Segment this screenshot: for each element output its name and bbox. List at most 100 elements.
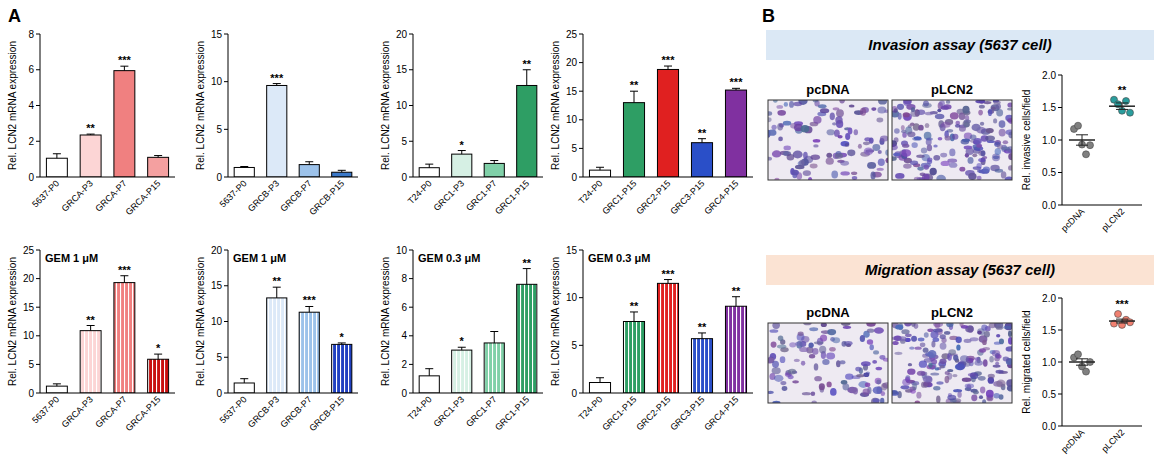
- cell: [788, 369, 796, 375]
- cell: [962, 106, 969, 114]
- error-line: [600, 378, 601, 383]
- y-label: Rel. LCN2 mRNA expression: [550, 257, 561, 386]
- error-cap: [1076, 134, 1088, 135]
- cell: [771, 342, 777, 348]
- cell: [914, 136, 921, 140]
- cell: [907, 369, 915, 375]
- cell: [1008, 153, 1012, 160]
- cell: [871, 107, 876, 111]
- panel-label: B: [762, 6, 775, 26]
- cell: [949, 149, 955, 157]
- y-tick: [224, 34, 228, 35]
- cell: [772, 323, 780, 329]
- error-bar: [490, 161, 498, 164]
- y-tick: [409, 141, 413, 142]
- error-bar: [490, 332, 498, 343]
- cell: [832, 337, 840, 343]
- bars: [419, 70, 537, 177]
- error-bar: [1116, 319, 1128, 323]
- cell: [950, 112, 959, 119]
- cell: [925, 123, 930, 128]
- y-tick-label: 10: [211, 316, 223, 327]
- micrograph-frame: [892, 323, 1012, 403]
- y-tick: [36, 69, 40, 70]
- bar: [657, 283, 678, 393]
- cell: [924, 332, 929, 337]
- y-tick: [36, 250, 40, 251]
- cell: [865, 382, 870, 387]
- cell: [933, 155, 940, 161]
- cell: [930, 372, 939, 375]
- cell: [996, 326, 1003, 330]
- error-cap: [53, 153, 61, 154]
- error-line: [429, 369, 430, 376]
- cell: [959, 323, 963, 327]
- cell: [892, 106, 898, 113]
- y-tick-label: 10: [396, 245, 408, 256]
- cell: [996, 370, 1004, 374]
- cell: [996, 380, 1005, 388]
- y-tick: [224, 321, 228, 322]
- x-tick-label: GRC1-P3: [432, 394, 467, 429]
- dot-chart: pcDNA***pLCN20.00.51.01.52.0Rel. migrate…: [1021, 293, 1142, 455]
- cell: [840, 360, 846, 364]
- bars: [589, 280, 746, 393]
- y-label: Rel. invasive cells/field: [1021, 90, 1032, 191]
- y-tick: [36, 393, 40, 394]
- y-tick: [224, 285, 228, 286]
- cell: [851, 171, 857, 175]
- error-bar: [53, 384, 61, 386]
- cell: [778, 335, 783, 341]
- bar: [299, 312, 319, 393]
- cell: [912, 382, 917, 390]
- y-label: Rel. LCN2 mRNA expression: [7, 257, 18, 386]
- y-tick-label: 15: [566, 245, 578, 256]
- cell: [936, 396, 940, 403]
- bar-chart: T24-P0**GRC1-P15***GRC2-P15**GRC3-P15***…: [550, 29, 753, 217]
- cell: [983, 359, 988, 366]
- x-tick-label: 5637-P0: [30, 178, 61, 209]
- cell: [971, 394, 977, 401]
- x-axis: [583, 393, 753, 394]
- x-tick-label: GRCA-P15: [124, 178, 163, 217]
- y-axis: [583, 34, 584, 177]
- cell: [872, 144, 880, 151]
- cell: [873, 350, 879, 354]
- cell: [995, 362, 999, 365]
- micrograph-bg: [892, 100, 1012, 180]
- error-cap: [1076, 145, 1088, 146]
- error-line: [526, 269, 527, 285]
- cell: [940, 342, 947, 349]
- x-axis: [583, 177, 753, 178]
- bars: [234, 287, 352, 393]
- error-cap: [1116, 319, 1128, 320]
- error-bar: [523, 269, 531, 285]
- cell: [910, 122, 915, 126]
- cell: [768, 391, 774, 394]
- cell: [980, 387, 985, 394]
- cell: [937, 109, 941, 113]
- cell: [774, 375, 783, 382]
- x-tick-label: GRC1-P15: [600, 178, 638, 216]
- x-tick-label: GRC2-P15: [634, 178, 672, 216]
- cell: [793, 151, 803, 159]
- error-bar: [240, 379, 248, 383]
- cells: [768, 100, 888, 180]
- significance: ***: [118, 264, 132, 276]
- annotation: GEM 1 μM: [233, 252, 286, 264]
- cell: [978, 151, 985, 156]
- y-tick-label: 20: [23, 273, 35, 284]
- points: [1069, 96, 1135, 158]
- cell: [901, 385, 910, 389]
- cell: [842, 341, 847, 347]
- y-tick-label: 10: [566, 114, 578, 125]
- cell: [819, 346, 826, 354]
- cell: [880, 135, 888, 141]
- error-bar: [523, 70, 531, 86]
- bar: [419, 376, 439, 393]
- cell: [920, 343, 926, 348]
- cell: [941, 122, 951, 128]
- cell: [964, 145, 973, 149]
- cell: [876, 380, 881, 385]
- cell: [926, 137, 933, 140]
